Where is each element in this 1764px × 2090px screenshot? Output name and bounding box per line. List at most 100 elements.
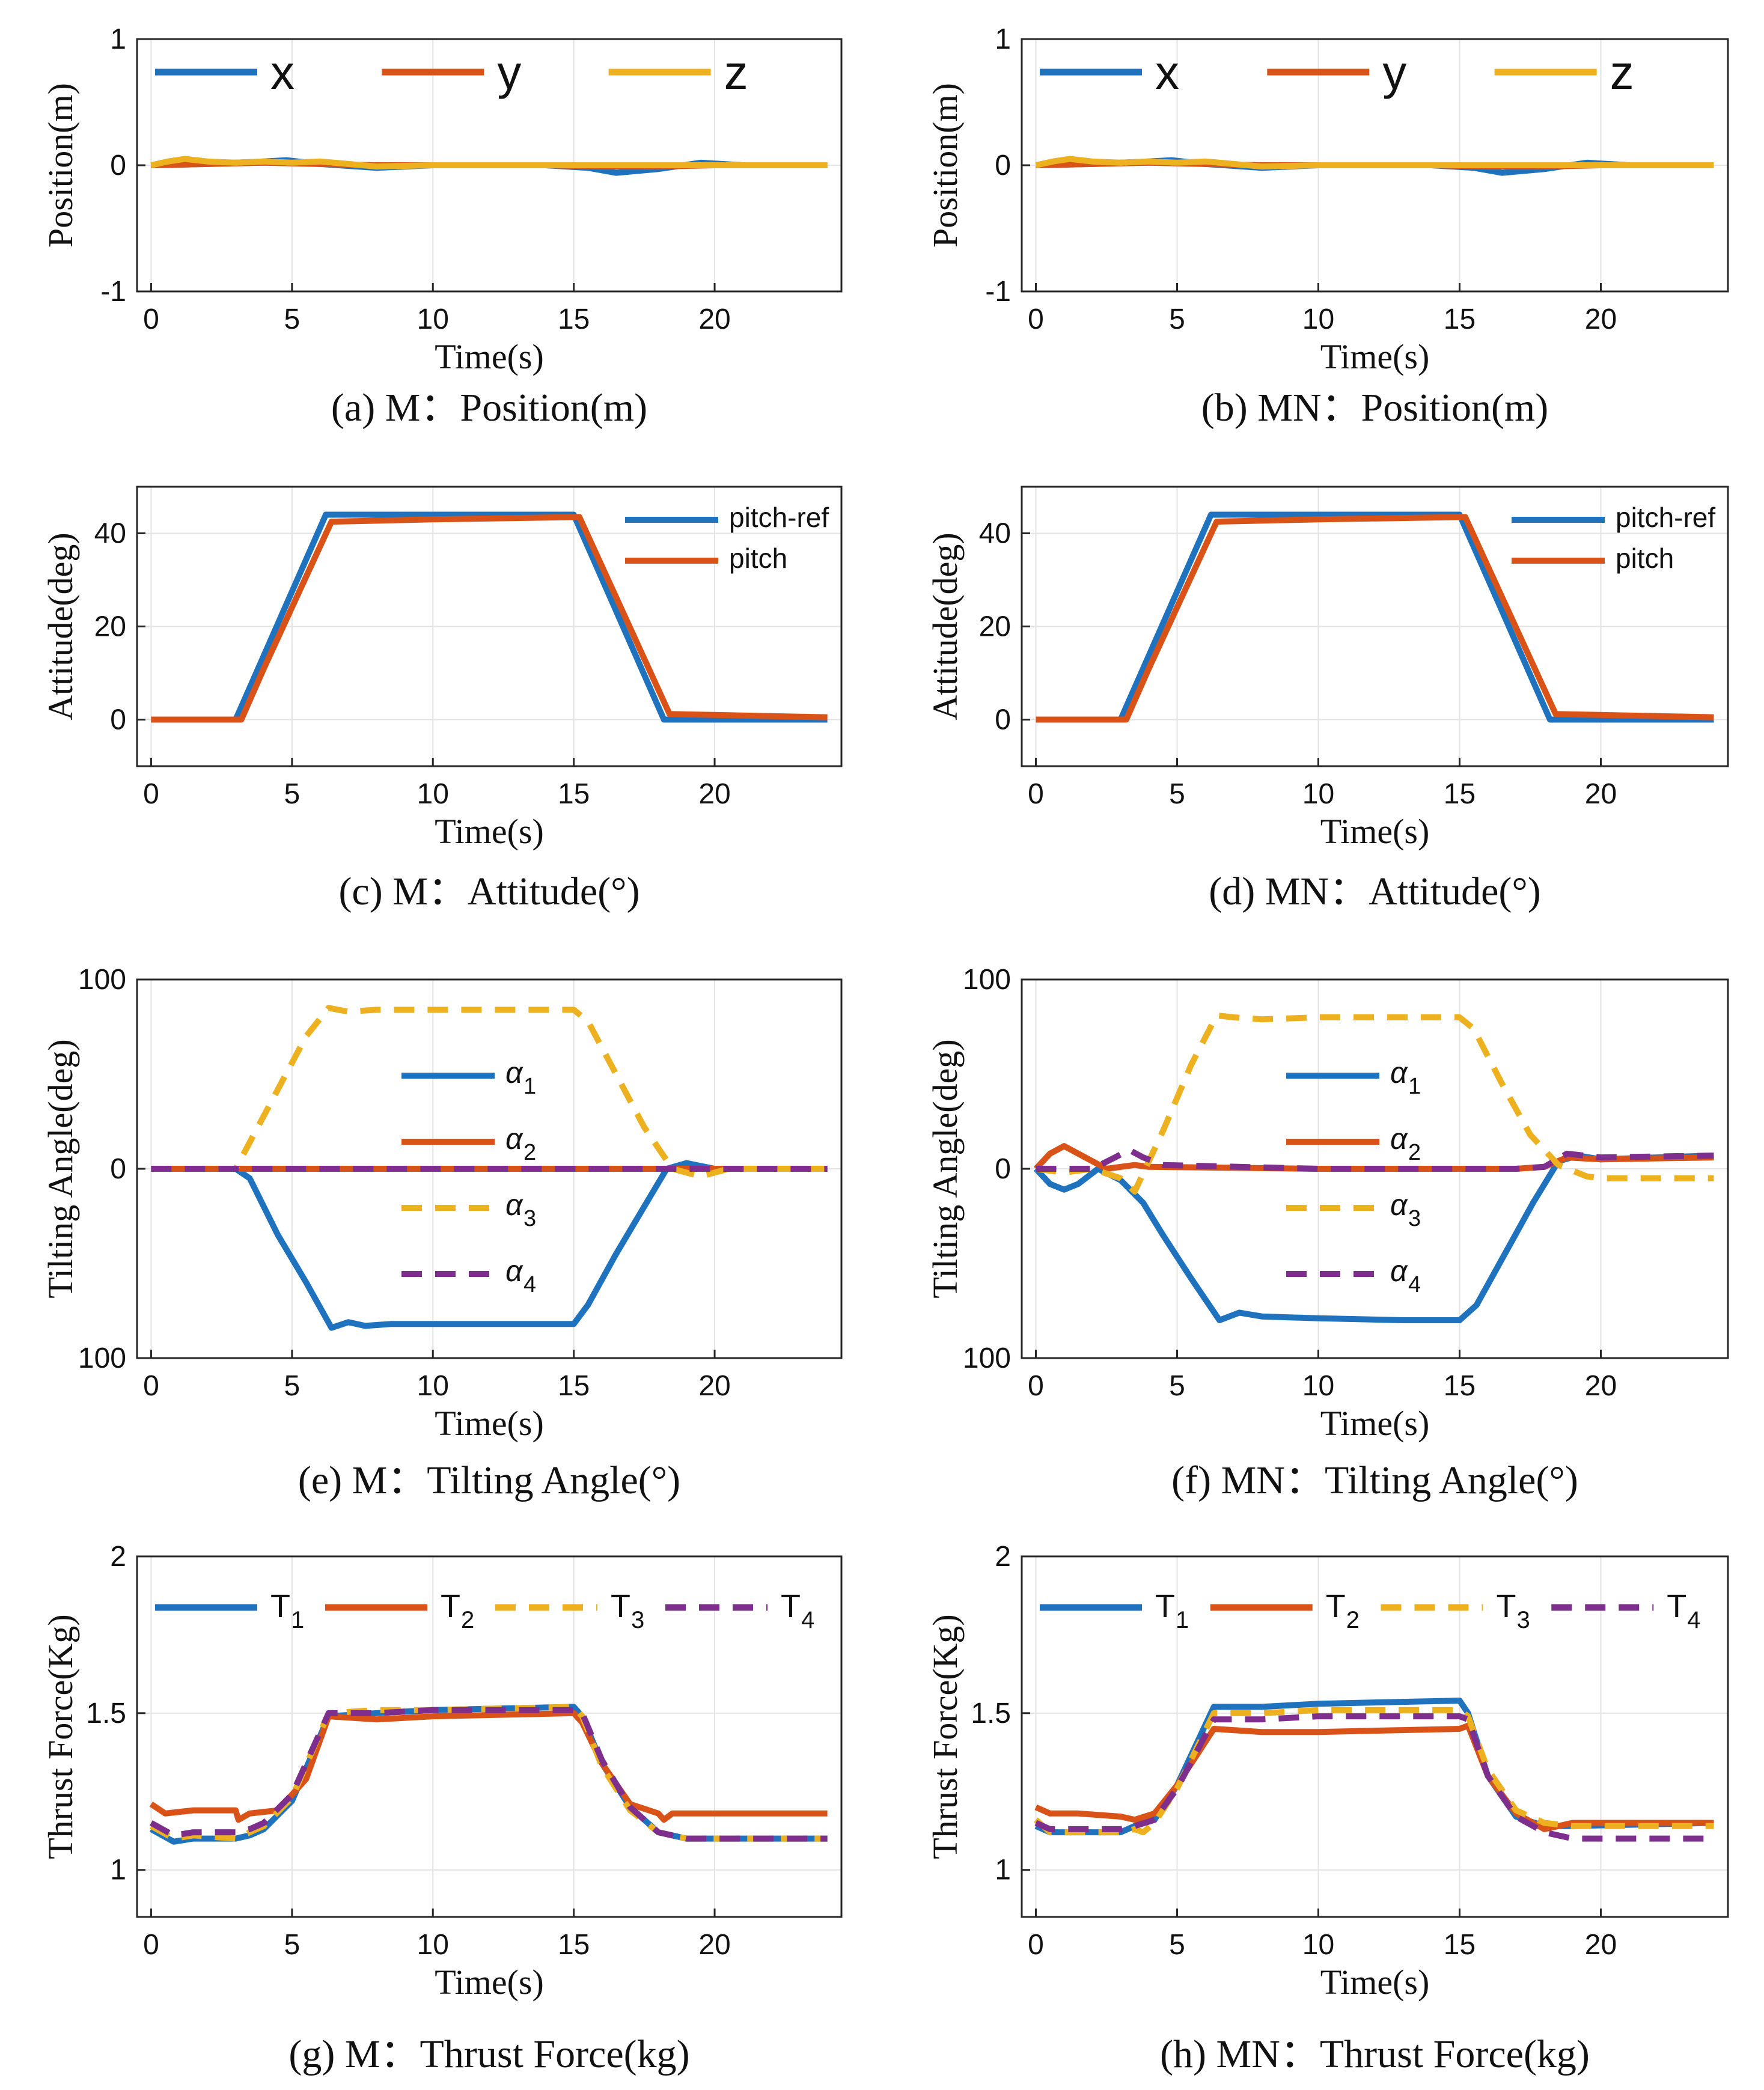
x-tick-label: 10 (1302, 778, 1334, 810)
legend-label-alpha3: α (505, 1188, 523, 1222)
series-line-z (1035, 156, 1714, 170)
x-tick-label: 5 (1169, 1929, 1185, 1961)
y-tick-label: 100 (963, 964, 1011, 996)
legend-subscript: 2 (1346, 1607, 1360, 1633)
axes-box (1021, 486, 1729, 767)
chart-panel-d: 0 5 10 15 20 0 20 40 Time(s) Attitude(deg) (d) MN：… (926, 486, 1729, 913)
axes-box (136, 486, 843, 767)
legend-label-alpha4: α (505, 1254, 523, 1288)
series-line-T3 (1034, 1707, 1714, 1836)
x-tick-label: 10 (1302, 303, 1334, 335)
axes-box (136, 1555, 843, 1918)
series-line-T4 (1034, 1713, 1714, 1842)
x-tick-label: 15 (1444, 1370, 1476, 1402)
x-tick-label: 0 (143, 303, 159, 335)
x-tick-label: 10 (417, 1929, 449, 1961)
x-tick-label: 10 (417, 778, 449, 810)
chart-panel-g: 0 5 10 15 20 1 1.5 2 Time(s) Thrust Force(Kg) (g) … (41, 1541, 843, 2076)
x-tick-label: 5 (284, 1929, 300, 1961)
series-line-T1 (149, 1704, 828, 1845)
x-tick-label: 0 (143, 1929, 159, 1961)
legend: pitch-ref pitch (1512, 502, 1715, 574)
chart-panel-h: 0 5 10 15 20 1 1.5 2 Time(s) Thrust Force(Kg) (h) … (926, 1541, 1729, 2076)
x-tick-label: 15 (558, 778, 590, 810)
x-tick-label: 10 (417, 303, 449, 335)
x-tick-label: 15 (558, 1929, 590, 1961)
legend-subscript: 3 (1517, 1607, 1530, 1633)
series-line-alpha3 (1035, 1012, 1714, 1195)
legend: x y z (1040, 46, 1634, 99)
legend-label-T1: T (1155, 1588, 1175, 1624)
x-tick-label: 0 (1028, 778, 1044, 810)
y-tick-label: 1 (995, 1854, 1011, 1886)
legend-label-z: z (724, 46, 748, 99)
x-tick-label: 15 (1444, 303, 1476, 335)
x-axis-label: Time(s) (1320, 337, 1430, 376)
x-axis-label: Time(s) (1320, 1404, 1430, 1443)
legend-label-y: y (497, 46, 521, 99)
chart-panel-f: 0 5 10 15 20 100 0 100 Time(s) Tilting Angle(deg)… (926, 964, 1729, 1502)
y-tick-label: 40 (979, 518, 1011, 550)
x-axis-label: Time(s) (1320, 1963, 1430, 2002)
y-axis-label: Thrust Force(Kg) (926, 1614, 965, 1859)
legend-label-pitch: pitch (729, 543, 787, 574)
series-line-alpha4 (1036, 1147, 1714, 1172)
x-tick-label: 5 (1169, 1370, 1185, 1402)
x-tick-label: 10 (1302, 1929, 1334, 1961)
legend-subscript: 2 (461, 1607, 474, 1633)
legend-label-z: z (1610, 46, 1634, 99)
axes-box (136, 38, 843, 293)
x-tick-label: 0 (1028, 1370, 1044, 1402)
series-line-z (150, 156, 828, 170)
legend-subscript: 2 (523, 1140, 536, 1165)
legend: pitch-ref pitch (625, 502, 829, 574)
y-tick-label: 0 (995, 1153, 1011, 1185)
series-line-T2 (1034, 1722, 1714, 1832)
legend-subscript: 1 (291, 1607, 304, 1633)
legend-label-pitch-ref: pitch-ref (1616, 502, 1715, 533)
legend-label-T4: T (781, 1588, 801, 1624)
legend-subscript: 1 (523, 1074, 536, 1099)
legend-subscript: 3 (631, 1607, 644, 1633)
y-tick-label: 100 (78, 1342, 126, 1374)
panel-caption: (b) MN：Position(m) (1201, 386, 1549, 430)
legend-label-T1: T (270, 1588, 290, 1624)
series-line-pitch (151, 514, 828, 723)
x-tick-label: 20 (698, 303, 730, 335)
legend-label-pitch-ref: pitch-ref (729, 502, 829, 533)
panel-caption: (d) MN：Attitude(°) (1209, 870, 1540, 913)
legend: x y z (155, 46, 748, 99)
legend-subscript: 1 (1408, 1074, 1421, 1099)
legend-label-T2: T (441, 1588, 460, 1624)
legend-subscript: 1 (1176, 1607, 1189, 1633)
legend-subscript: 4 (1687, 1607, 1700, 1633)
x-tick-label: 0 (143, 778, 159, 810)
series-line-T3 (149, 1704, 828, 1842)
x-tick-label: 20 (698, 1370, 730, 1402)
y-tick-label: 2 (995, 1541, 1011, 1573)
y-tick-label: 1 (110, 1854, 126, 1886)
axes-box (1021, 38, 1729, 293)
x-tick-label: 15 (558, 1370, 590, 1402)
legend-label-pitch: pitch (1616, 543, 1674, 574)
legend-subscript: 3 (523, 1206, 536, 1231)
panel-caption: (c) M：Attitude(°) (338, 870, 639, 913)
legend-subscript: 2 (1408, 1140, 1421, 1165)
y-axis-label: Attitude(deg) (926, 532, 965, 720)
x-tick-label: 10 (417, 1370, 449, 1402)
legend-subscript: 4 (523, 1272, 536, 1297)
x-tick-label: 20 (698, 778, 730, 810)
chart-panel-e: 0 5 10 15 20 100 0 100 Time(s) Tilting Angle(deg)… (41, 964, 843, 1502)
x-tick-label: 20 (1585, 1370, 1617, 1402)
legend-label-alpha2: α (505, 1122, 523, 1156)
x-tick-label: 15 (558, 303, 590, 335)
y-tick-label: 40 (94, 518, 126, 550)
y-tick-label: 0 (110, 704, 126, 736)
chart-panel-b: 0 5 10 15 20 -1 0 1 Time(s) Position(m) (b) MN：Pos… (926, 23, 1729, 430)
legend-label-x: x (270, 46, 295, 99)
series-line-alpha2 (1033, 1143, 1714, 1172)
x-tick-label: 10 (1302, 1370, 1334, 1402)
legend-label-alpha1: α (505, 1056, 523, 1089)
